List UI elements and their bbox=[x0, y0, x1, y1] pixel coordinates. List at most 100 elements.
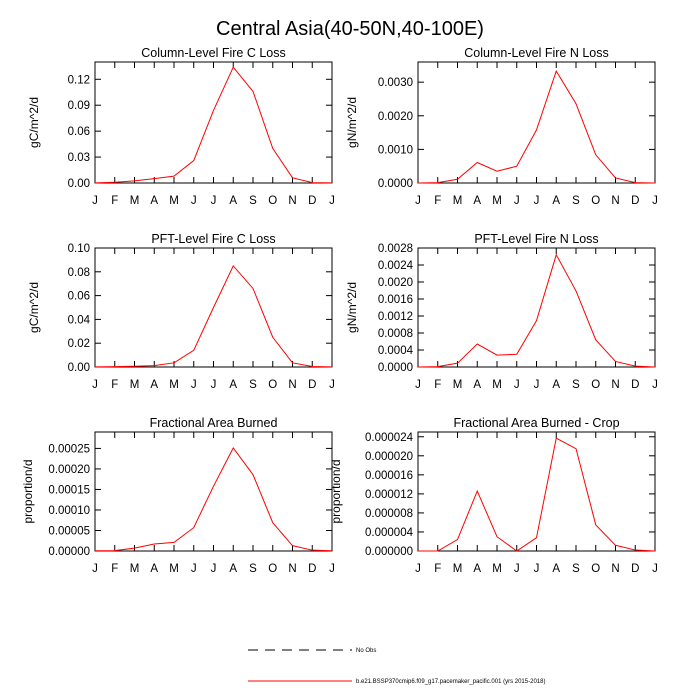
x-tick-label: S bbox=[249, 195, 257, 207]
x-tick-label: F bbox=[434, 195, 441, 207]
x-tick-label: M bbox=[169, 379, 179, 391]
y-tick-label: 0.0020 bbox=[378, 277, 413, 289]
y-tick-label: 0.0000 bbox=[378, 362, 413, 374]
x-tick-label: J bbox=[652, 195, 658, 207]
y-tick-label: 0.00000 bbox=[48, 546, 90, 558]
y-axis-label: proportion/d bbox=[21, 459, 35, 523]
x-tick-label: J bbox=[329, 195, 335, 207]
x-tick-label: J bbox=[514, 195, 520, 207]
x-tick-label: A bbox=[473, 563, 481, 575]
series-line-model bbox=[94, 447, 333, 552]
x-tick-label: J bbox=[534, 563, 540, 575]
x-tick-label: J bbox=[415, 563, 421, 575]
x-tick-label: D bbox=[308, 563, 316, 575]
x-tick-label: S bbox=[249, 379, 257, 391]
x-tick-label: M bbox=[492, 379, 502, 391]
y-tick-label: 0.000008 bbox=[365, 508, 413, 520]
x-tick-label: J bbox=[652, 379, 658, 391]
x-tick-label: O bbox=[591, 195, 600, 207]
x-tick-label: J bbox=[191, 379, 197, 391]
x-tick-label: J bbox=[92, 379, 98, 391]
y-tick-label: 0.00020 bbox=[48, 464, 90, 476]
plot-frame bbox=[417, 61, 656, 184]
x-tick-label: J bbox=[415, 195, 421, 207]
x-tick-label: M bbox=[169, 195, 179, 207]
legend-model-label: b.e21.BSSP370cmip6.f09_g17.pacemaker_pac… bbox=[356, 679, 545, 685]
x-tick-label: D bbox=[631, 379, 639, 391]
x-tick-label: N bbox=[611, 563, 619, 575]
y-axis-label: gC/m^2/d bbox=[27, 282, 41, 333]
x-tick-label: A bbox=[150, 195, 158, 207]
y-tick-label: 0.03 bbox=[68, 152, 90, 164]
y-tick-label: 0.00010 bbox=[48, 505, 90, 517]
plot-frame bbox=[94, 61, 333, 184]
y-tick-label: 0.09 bbox=[68, 100, 90, 112]
x-tick-label: M bbox=[130, 379, 140, 391]
y-axis-label: gN/m^2/d bbox=[345, 97, 359, 148]
x-tick-label: J bbox=[534, 379, 540, 391]
x-tick-label: D bbox=[631, 563, 639, 575]
x-tick-label: A bbox=[552, 195, 560, 207]
x-tick-label: F bbox=[111, 379, 118, 391]
y-axis-label: gN/m^2/d bbox=[345, 282, 359, 333]
x-tick-label: J bbox=[92, 563, 98, 575]
y-tick-label: 0.00 bbox=[68, 362, 90, 374]
y-axis-label: gC/m^2/d bbox=[27, 97, 41, 148]
x-tick-label: M bbox=[130, 563, 140, 575]
panel-title: Column-Level Fire C Loss bbox=[141, 46, 286, 60]
panel-title: Fractional Area Burned bbox=[150, 416, 278, 430]
x-tick-label: J bbox=[329, 563, 335, 575]
x-tick-label: O bbox=[268, 379, 277, 391]
series-line-model bbox=[94, 264, 333, 368]
x-tick-label: M bbox=[169, 563, 179, 575]
figure-title: Central Asia(40-50N,40-100E) bbox=[216, 18, 484, 40]
y-tick-label: 0.0020 bbox=[378, 111, 413, 123]
y-tick-label: 0.06 bbox=[68, 291, 90, 303]
series-line-model bbox=[94, 66, 333, 184]
legend-obs-label: No Obs bbox=[356, 648, 376, 654]
x-tick-label: M bbox=[453, 563, 463, 575]
x-tick-label: M bbox=[130, 195, 140, 207]
y-tick-label: 0.0024 bbox=[378, 260, 414, 272]
y-tick-label: 0.000004 bbox=[365, 527, 414, 539]
panel-title: Fractional Area Burned - Crop bbox=[453, 416, 619, 430]
y-tick-label: 0.000020 bbox=[365, 451, 413, 463]
x-tick-label: M bbox=[453, 195, 463, 207]
y-tick-label: 0.00015 bbox=[48, 484, 90, 496]
x-tick-label: A bbox=[473, 379, 481, 391]
x-tick-label: J bbox=[211, 195, 217, 207]
y-tick-label: 0.0030 bbox=[378, 77, 413, 89]
y-tick-label: 0.04 bbox=[68, 314, 91, 326]
y-tick-label: 0.000024 bbox=[365, 432, 414, 444]
panel-title: PFT-Level Fire N Loss bbox=[474, 232, 598, 246]
x-tick-label: S bbox=[249, 563, 257, 575]
x-tick-label: O bbox=[268, 563, 277, 575]
y-tick-label: 0.0010 bbox=[378, 144, 413, 156]
x-tick-label: J bbox=[652, 563, 658, 575]
plot-frame bbox=[94, 431, 333, 552]
x-tick-label: D bbox=[308, 379, 316, 391]
y-tick-label: 0.0016 bbox=[378, 294, 413, 306]
x-tick-label: M bbox=[492, 195, 502, 207]
y-tick-label: 0.00005 bbox=[48, 525, 90, 537]
x-tick-label: J bbox=[329, 379, 335, 391]
x-tick-label: J bbox=[92, 195, 98, 207]
x-tick-label: S bbox=[572, 563, 580, 575]
x-tick-label: O bbox=[591, 379, 600, 391]
y-tick-label: 0.10 bbox=[68, 243, 90, 255]
x-tick-label: J bbox=[415, 379, 421, 391]
x-tick-label: J bbox=[211, 563, 217, 575]
y-tick-label: 0.08 bbox=[68, 267, 90, 279]
legend: No Obs b.e21.BSSP370cmip6.f09_g17.pacema… bbox=[248, 648, 545, 685]
x-tick-label: N bbox=[288, 195, 296, 207]
x-tick-label: J bbox=[514, 379, 520, 391]
x-tick-label: S bbox=[572, 195, 580, 207]
y-tick-label: 0.12 bbox=[68, 74, 90, 86]
y-tick-label: 0.06 bbox=[68, 126, 90, 138]
panel-title: PFT-Level Fire C Loss bbox=[151, 232, 275, 246]
x-tick-label: N bbox=[288, 563, 296, 575]
series-line-model bbox=[418, 437, 656, 552]
x-tick-label: F bbox=[111, 195, 118, 207]
